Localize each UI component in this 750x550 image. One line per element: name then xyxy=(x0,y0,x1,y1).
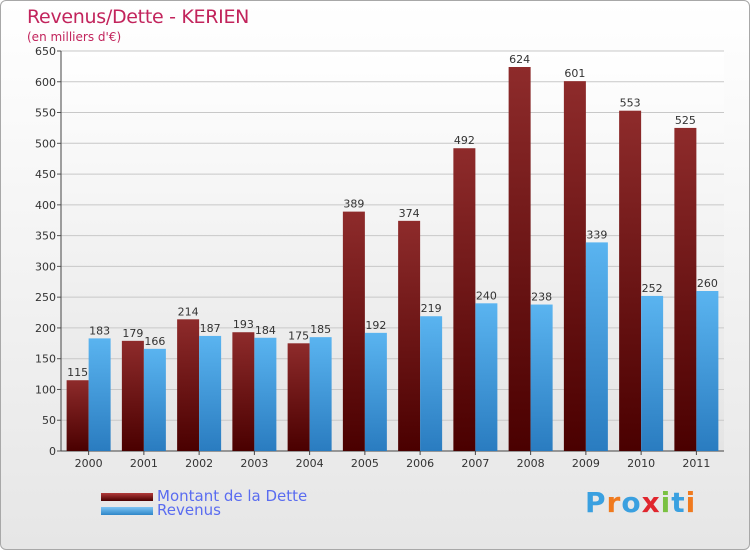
data-label-revenue: 183 xyxy=(89,324,110,337)
logo-letter: o xyxy=(621,486,642,519)
chart-title: Revenus/Dette - KERIEN xyxy=(27,6,250,28)
bar-revenue xyxy=(530,304,553,451)
x-tick-label: 2000 xyxy=(75,457,103,470)
data-label-revenue: 187 xyxy=(200,322,221,335)
y-tick-label: 50 xyxy=(42,414,56,427)
bar-debt xyxy=(453,148,476,451)
data-label-debt: 601 xyxy=(564,67,585,80)
data-label-revenue: 185 xyxy=(310,323,331,336)
bar-revenue xyxy=(254,337,277,451)
data-label-revenue: 252 xyxy=(642,282,663,295)
data-label-debt: 525 xyxy=(675,114,696,127)
x-tick-label: 2005 xyxy=(351,457,379,470)
y-tick-label: 600 xyxy=(35,76,56,89)
y-tick-label: 550 xyxy=(35,107,56,120)
bar-revenue xyxy=(143,348,166,451)
bar-debt xyxy=(287,343,310,451)
y-tick-label: 100 xyxy=(35,383,56,396)
data-label-debt: 115 xyxy=(67,366,88,379)
data-label-revenue: 240 xyxy=(476,289,497,302)
data-label-debt: 193 xyxy=(233,318,254,331)
proxiti-logo: Proxiti xyxy=(585,486,696,519)
data-label-debt: 492 xyxy=(454,134,475,147)
x-tick-label: 2006 xyxy=(406,457,434,470)
bar-debt xyxy=(398,220,421,451)
data-label-debt: 374 xyxy=(399,207,420,220)
bar-debt xyxy=(508,67,531,451)
bar-revenue xyxy=(199,335,222,451)
bar-debt xyxy=(177,319,200,451)
data-label-revenue: 192 xyxy=(365,319,386,332)
y-tick-label: 500 xyxy=(35,137,56,150)
data-label-debt: 624 xyxy=(509,53,530,66)
logo-letter: x xyxy=(641,486,661,519)
bar-revenue xyxy=(420,316,443,451)
chart-subtitle: (en milliers d'€) xyxy=(27,30,122,44)
x-tick-label: 2003 xyxy=(240,457,268,470)
data-label-debt: 179 xyxy=(122,327,143,340)
y-tick-label: 350 xyxy=(35,230,56,243)
bar-debt xyxy=(121,340,144,451)
logo-letter: t xyxy=(671,486,686,519)
bar-debt xyxy=(619,110,642,451)
bar-revenue xyxy=(364,332,387,451)
x-tick-label: 2009 xyxy=(572,457,600,470)
y-tick-label: 400 xyxy=(35,199,56,212)
bar-debt xyxy=(232,332,255,451)
x-tick-label: 2007 xyxy=(461,457,489,470)
data-label-revenue: 166 xyxy=(144,335,165,348)
x-tick-label: 2011 xyxy=(682,457,710,470)
bar-debt xyxy=(66,380,89,451)
legend-label-debt: Montant de la Dette xyxy=(157,487,308,505)
logo-letter: i xyxy=(685,486,697,519)
x-tick-label: 2001 xyxy=(130,457,158,470)
data-label-debt: 214 xyxy=(178,305,199,318)
legend-swatch-debt xyxy=(101,493,153,501)
bar-debt xyxy=(674,127,697,451)
y-tick-label: 150 xyxy=(35,353,56,366)
y-tick-label: 0 xyxy=(49,445,56,458)
y-tick-label: 250 xyxy=(35,291,56,304)
x-tick-label: 2002 xyxy=(185,457,213,470)
x-tick-label: 2010 xyxy=(627,457,655,470)
data-label-debt: 553 xyxy=(620,97,641,110)
data-label-revenue: 184 xyxy=(255,324,276,337)
plot-area xyxy=(61,51,724,451)
bar-revenue xyxy=(88,338,111,451)
bar-revenue xyxy=(475,303,498,451)
bar-revenue xyxy=(641,295,664,451)
bar-debt xyxy=(563,81,586,452)
logo-letter: r xyxy=(606,486,622,519)
x-tick-label: 2004 xyxy=(296,457,324,470)
data-label-revenue: 339 xyxy=(586,228,607,241)
logo-letter: i xyxy=(660,486,672,519)
x-tick-label: 2008 xyxy=(517,457,545,470)
data-label-debt: 175 xyxy=(288,329,309,342)
legend-swatch-revenue xyxy=(101,507,153,515)
logo-letter: P xyxy=(585,486,607,519)
data-label-revenue: 238 xyxy=(531,291,552,304)
bar-revenue xyxy=(585,242,608,451)
y-tick-label: 300 xyxy=(35,260,56,273)
legend-label-revenue: Revenus xyxy=(157,501,221,519)
bar-debt xyxy=(342,211,365,451)
y-tick-label: 450 xyxy=(35,168,56,181)
data-label-revenue: 260 xyxy=(697,277,718,290)
y-tick-label: 650 xyxy=(35,45,56,58)
bar-revenue xyxy=(696,291,719,451)
bar-revenue xyxy=(309,337,332,451)
data-label-revenue: 219 xyxy=(421,302,442,315)
data-label-debt: 389 xyxy=(343,198,364,211)
y-tick-label: 200 xyxy=(35,322,56,335)
